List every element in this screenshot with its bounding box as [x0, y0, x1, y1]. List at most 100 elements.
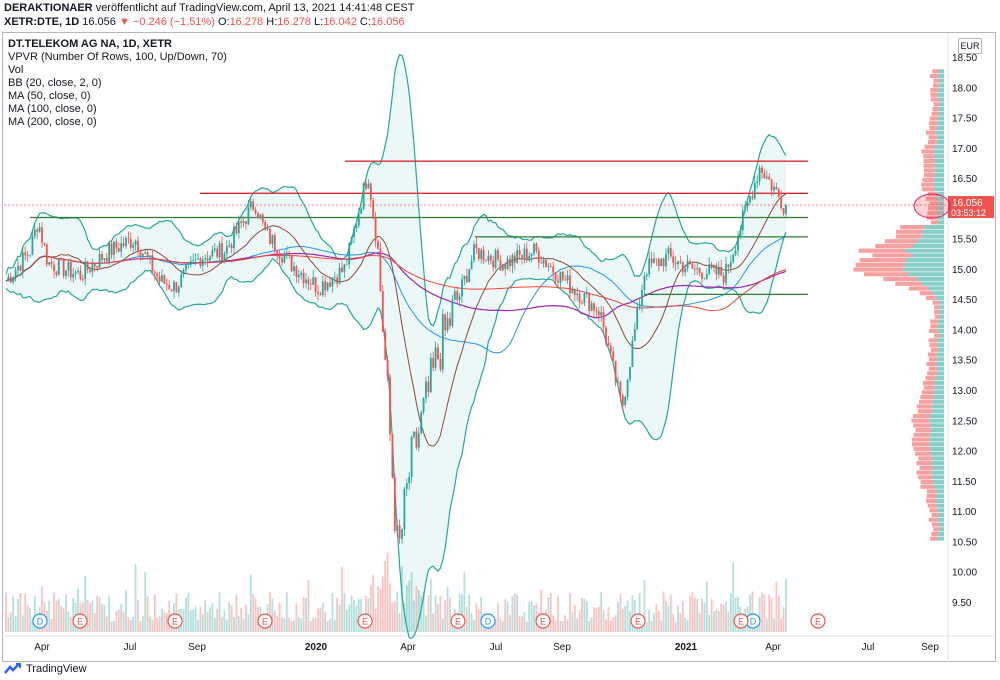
candle-body: [305, 280, 307, 284]
y-tick-label: 13.50: [952, 356, 977, 367]
candle-body: [53, 265, 55, 272]
vpvr-bar-down: [934, 305, 939, 309]
candle-body: [653, 259, 655, 264]
volume-bar: [584, 599, 586, 632]
legend-ma100[interactable]: MA (100, close, 0): [8, 103, 227, 116]
volume-bar: [312, 618, 314, 632]
legend-bb[interactable]: BB (20, close, 2, 0): [8, 77, 227, 90]
volume-bar: [389, 583, 391, 632]
volume-bar: [128, 617, 130, 632]
volume-bar: [281, 618, 283, 632]
vpvr-bar-up: [935, 381, 944, 385]
candle-body: [168, 285, 170, 289]
tradingview-logo-text: TradingView: [26, 663, 87, 675]
legend-vol[interactable]: Vol: [8, 64, 227, 77]
volume-bar: [56, 600, 58, 632]
candle-body: [92, 264, 94, 272]
vpvr-bar-up: [939, 301, 944, 305]
volume-bar: [764, 594, 766, 632]
candle-body: [72, 274, 74, 278]
vpvr-bar-down: [929, 518, 937, 522]
volume-bar: [288, 617, 290, 632]
vpvr-bar-up: [932, 409, 944, 413]
candle-body: [192, 260, 194, 261]
volume-bar: [689, 596, 691, 632]
candle-body: [672, 256, 674, 263]
currency-button[interactable]: EUR: [958, 38, 982, 54]
candle-body: [728, 264, 730, 267]
volume-bar: [550, 593, 552, 632]
volume-bar: [418, 590, 420, 632]
volume-bar: [10, 613, 12, 632]
candle-body: [749, 196, 751, 202]
candle-body: [44, 243, 46, 245]
volume-bar: [780, 618, 782, 632]
vpvr-bar-up: [912, 253, 944, 257]
candle-body: [332, 278, 334, 287]
candle-body: [531, 254, 533, 256]
volume-bar: [560, 621, 562, 632]
volume-bar: [197, 620, 199, 632]
vpvr-bar-down: [922, 187, 934, 191]
legend-vpvr[interactable]: VPVR (Number Of Rows, 100, Up/Down, 70): [8, 51, 227, 64]
candle-body: [219, 243, 221, 257]
volume-bar: [449, 598, 451, 632]
legend-ma200[interactable]: MA (200, close, 0): [8, 116, 227, 129]
candle-body: [636, 307, 638, 329]
vpvr-bar-down: [932, 112, 939, 116]
event-marker-letter: E: [262, 617, 268, 627]
volume-bar: [521, 616, 523, 632]
candle-body: [10, 277, 12, 283]
candle-body: [392, 434, 394, 477]
vpvr-bar-up: [933, 466, 944, 470]
legend-title[interactable]: DT.TELEKOM AG NA, 1D, XETR: [8, 38, 227, 51]
volume-bar: [322, 603, 324, 632]
volume-bar: [231, 605, 233, 632]
candle-body: [576, 294, 578, 295]
candle-body: [346, 265, 348, 266]
candle-body: [56, 271, 58, 274]
y-tick-label: 11.00: [952, 507, 977, 518]
volume-bar: [243, 618, 245, 632]
candle-body: [768, 177, 770, 180]
vpvr-bar-up: [936, 296, 944, 300]
candle-body: [365, 183, 367, 188]
candle-body: [344, 265, 346, 272]
highlight-circle: [914, 194, 950, 218]
volume-bar: [514, 594, 516, 632]
candle-body: [101, 254, 103, 260]
candle-body: [716, 265, 718, 275]
legend-ma50[interactable]: MA (50, close, 0): [8, 90, 227, 103]
volume-bar: [161, 609, 163, 632]
vpvr-bar-up: [936, 499, 944, 503]
vpvr-bar-up: [940, 310, 944, 314]
candle-body: [262, 215, 264, 222]
vpvr-bar-up: [937, 140, 944, 144]
candle-body: [420, 412, 422, 433]
candle-body: [399, 525, 401, 538]
volume-bar: [190, 610, 192, 632]
volume-bar: [778, 596, 780, 632]
candle-body: [370, 184, 372, 201]
volume-bar: [668, 606, 670, 632]
tradingview-logo[interactable]: TradingView: [4, 663, 87, 675]
volume-bar: [401, 567, 403, 632]
vpvr-bar-up: [938, 98, 944, 102]
vpvr-bar-down: [926, 376, 936, 380]
vpvr-bar-down: [885, 239, 918, 243]
vpvr-bar-down: [921, 480, 934, 484]
candle-body: [413, 432, 415, 437]
vpvr-bar-up: [938, 220, 944, 224]
vpvr-bar-up: [922, 282, 944, 286]
x-tick-label: Apr: [765, 642, 781, 653]
candle-body: [99, 254, 101, 268]
candle-body: [694, 269, 696, 270]
volume-bar: [761, 593, 763, 632]
vpvr-bar-up: [930, 447, 944, 451]
candle-body: [586, 293, 588, 294]
vpvr-bar-up: [934, 390, 944, 394]
vpvr-bar-down: [927, 489, 937, 493]
candle-body: [682, 262, 684, 272]
volume-bar: [708, 615, 710, 632]
volume-bar: [627, 600, 629, 632]
